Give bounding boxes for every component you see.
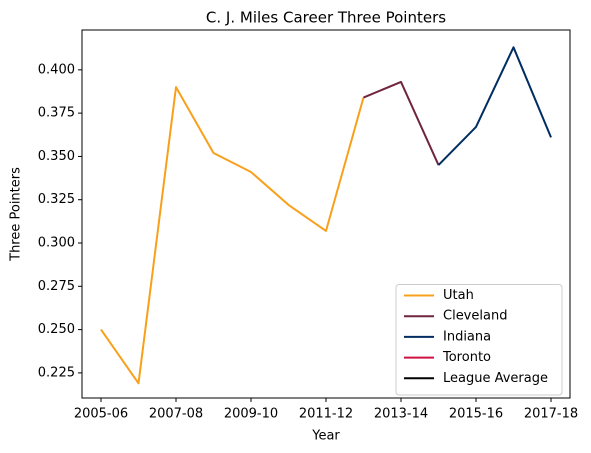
series-line (100, 86, 365, 385)
y-tick-label: 0.225 (38, 365, 75, 380)
y-tick-label: 0.375 (38, 106, 75, 121)
x-tick-label: 2011-12 (299, 407, 353, 422)
legend-label: League Average (443, 371, 548, 386)
legend-box (395, 284, 563, 396)
x-tick-label: 2013-14 (374, 407, 428, 422)
y-tick-label: 0.250 (38, 322, 75, 337)
x-tick-label: 2015-16 (449, 407, 503, 422)
y-tick-label: 0.350 (38, 149, 75, 164)
y-tick-label: 0.325 (38, 192, 75, 207)
y-tick-label: 0.275 (38, 279, 75, 294)
x-tick-label: 2009-10 (224, 407, 278, 422)
legend-label: Toronto (442, 350, 491, 365)
x-tick-label: 2017-18 (524, 407, 578, 422)
legend-label: Utah (443, 288, 474, 303)
plot-frame (81, 29, 571, 399)
y-axis-label: Three Pointers (9, 167, 24, 262)
series-line (437, 46, 552, 166)
x-axis-label: Year (311, 429, 340, 444)
x-tick-label: 2007-08 (149, 407, 203, 422)
series-line (363, 80, 440, 166)
legend-label: Cleveland (443, 309, 507, 324)
y-tick-label: 0.300 (38, 236, 75, 251)
y-tick-label: 0.400 (38, 62, 75, 77)
x-tick-label: 2005-06 (74, 407, 128, 422)
legend-label: Indiana (443, 329, 491, 344)
chart-title: C. J. Miles Career Three Pointers (206, 9, 446, 27)
